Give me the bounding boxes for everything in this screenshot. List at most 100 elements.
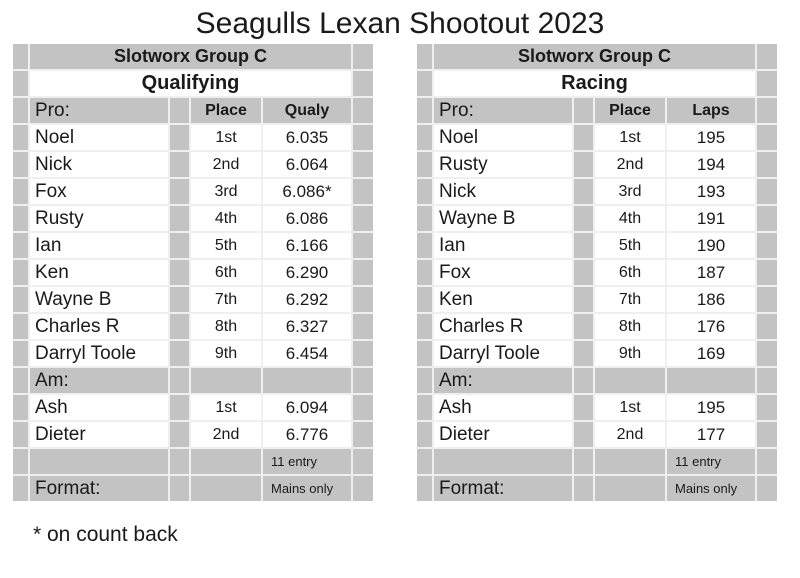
edge-cell — [353, 260, 373, 285]
format-label: Format: — [434, 476, 572, 501]
driver-name-cell: Ken — [30, 260, 168, 285]
driver-name-cell: Charles R — [30, 314, 168, 339]
edge-cell — [353, 314, 373, 339]
driver-name-cell: Dieter — [434, 422, 572, 447]
edge-cell — [417, 422, 432, 447]
spacer-cell — [574, 341, 593, 366]
place-cell: 2nd — [595, 422, 665, 447]
place-cell: 6th — [191, 260, 261, 285]
group-title: Slotworx Group C — [434, 44, 755, 69]
edge-cell — [757, 449, 777, 474]
empty-cell — [191, 449, 261, 474]
driver-name-cell: Fox — [434, 260, 572, 285]
place-cell: 1st — [595, 395, 665, 420]
spacer-cell — [574, 395, 593, 420]
place-cell: 2nd — [595, 152, 665, 177]
spacer-cell — [574, 260, 593, 285]
qualifying-table: Slotworx Group C Qualifying Pro: Place Q… — [13, 44, 373, 501]
edge-cell — [417, 98, 432, 123]
group-title: Slotworx Group C — [30, 44, 351, 69]
result-column-header: Laps — [667, 98, 755, 123]
edge-cell — [13, 44, 28, 69]
spacer-cell — [170, 152, 189, 177]
place-cell: 4th — [595, 206, 665, 231]
result-cell: 6.776 — [263, 422, 351, 447]
result-cell: 177 — [667, 422, 755, 447]
entry-count: 11 entry — [263, 449, 351, 474]
edge-cell — [417, 476, 432, 501]
place-cell: 7th — [595, 287, 665, 312]
spacer-cell — [170, 179, 189, 204]
place-cell: 6th — [595, 260, 665, 285]
result-cell: 6.094 — [263, 395, 351, 420]
format-label: Format: — [30, 476, 168, 501]
result-cell: 6.086 — [263, 206, 351, 231]
edge-cell — [353, 422, 373, 447]
spacer-cell — [170, 368, 189, 393]
pro-label: Pro: — [434, 98, 572, 123]
edge-cell — [353, 341, 373, 366]
spacer-cell — [170, 260, 189, 285]
am-label: Am: — [434, 368, 572, 393]
edge-cell — [757, 287, 777, 312]
driver-name-cell: Darryl Toole — [434, 341, 572, 366]
place-cell: 5th — [595, 233, 665, 258]
result-cell: 6.064 — [263, 152, 351, 177]
driver-name-cell: Nick — [30, 152, 168, 177]
driver-name-cell: Nick — [434, 179, 572, 204]
edge-cell — [13, 125, 28, 150]
spacer-cell — [574, 314, 593, 339]
edge-cell — [757, 98, 777, 123]
place-cell: 9th — [595, 341, 665, 366]
edge-cell — [757, 476, 777, 501]
edge-cell — [353, 125, 373, 150]
edge-cell — [353, 395, 373, 420]
driver-name-cell: Ian — [434, 233, 572, 258]
spacer-cell — [170, 98, 189, 123]
place-cell: 5th — [191, 233, 261, 258]
empty-cell — [595, 449, 665, 474]
result-cell: 6.292 — [263, 287, 351, 312]
result-cell: 6.035 — [263, 125, 351, 150]
spacer-cell — [574, 152, 593, 177]
edge-cell — [417, 287, 432, 312]
edge-cell — [13, 287, 28, 312]
result-column-header: Qualy — [263, 98, 351, 123]
spacer-cell — [170, 476, 189, 501]
edge-cell — [353, 98, 373, 123]
spacer-cell — [170, 314, 189, 339]
edge-cell — [353, 476, 373, 501]
edge-cell — [353, 44, 373, 69]
spacer-cell — [170, 449, 189, 474]
driver-name-cell: Ken — [434, 287, 572, 312]
edge-cell — [13, 314, 28, 339]
driver-name-cell: Rusty — [434, 152, 572, 177]
edge-cell — [417, 341, 432, 366]
spacer-cell — [574, 287, 593, 312]
result-cell: 187 — [667, 260, 755, 285]
edge-cell — [13, 71, 28, 96]
result-cell: 6.290 — [263, 260, 351, 285]
result-cell: 6.086* — [263, 179, 351, 204]
edge-cell — [417, 152, 432, 177]
edge-cell — [757, 152, 777, 177]
driver-name-cell: Noel — [434, 125, 572, 150]
place-cell: 4th — [191, 206, 261, 231]
empty-cell — [595, 476, 665, 501]
spacer-cell — [574, 476, 593, 501]
edge-cell — [757, 125, 777, 150]
edge-cell — [13, 98, 28, 123]
result-cell: 193 — [667, 179, 755, 204]
spacer-cell — [170, 233, 189, 258]
format-value: Mains only — [667, 476, 755, 501]
place-cell: 1st — [595, 125, 665, 150]
edge-cell — [13, 476, 28, 501]
edge-cell — [13, 368, 28, 393]
place-cell: 8th — [595, 314, 665, 339]
edge-cell — [13, 179, 28, 204]
edge-cell — [13, 260, 28, 285]
spacer-cell — [574, 98, 593, 123]
format-value: Mains only — [263, 476, 351, 501]
edge-cell — [757, 233, 777, 258]
edge-cell — [417, 449, 432, 474]
